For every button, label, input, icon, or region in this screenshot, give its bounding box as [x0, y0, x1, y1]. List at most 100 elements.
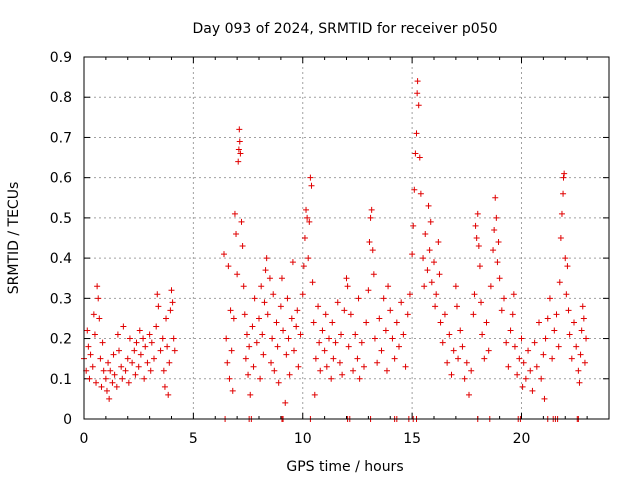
data-point [224, 359, 231, 366]
data-point [487, 283, 494, 290]
data-point [398, 299, 405, 306]
data-point [119, 375, 126, 382]
data-point [304, 214, 311, 221]
data-point [163, 315, 170, 322]
data-point [147, 367, 154, 374]
data-point [283, 351, 290, 358]
data-point [416, 154, 423, 161]
data-point [323, 363, 330, 370]
data-point [271, 367, 278, 374]
data-point [459, 343, 466, 350]
data-point [365, 287, 372, 294]
y-tick-label: 0.7 [50, 130, 72, 146]
data-point [520, 359, 527, 366]
data-point [154, 291, 161, 298]
data-point [309, 279, 316, 286]
data-point [510, 291, 517, 298]
data-point [109, 379, 116, 386]
data-point [297, 331, 304, 338]
data-point [257, 375, 264, 382]
data-point [382, 327, 389, 334]
data-point [140, 335, 147, 342]
data-point [124, 355, 131, 362]
data-point [371, 335, 378, 342]
data-point [493, 214, 500, 221]
data-point [132, 371, 139, 378]
data-point [492, 194, 499, 201]
data-point [106, 395, 113, 402]
data-point [322, 311, 329, 318]
data-point [435, 239, 442, 246]
data-point [511, 343, 518, 350]
data-point [356, 375, 363, 382]
data-point [374, 359, 381, 366]
data-point [317, 367, 324, 374]
data-point [444, 359, 451, 366]
data-point [425, 202, 432, 209]
data-point [560, 174, 567, 181]
data-point [404, 311, 411, 318]
data-point [311, 391, 318, 398]
data-point [168, 287, 175, 294]
data-point [166, 359, 173, 366]
data-point [306, 218, 313, 225]
data-point [91, 331, 98, 338]
data-point [239, 243, 246, 250]
y-tick-label: 0.4 [50, 251, 72, 267]
data-point [258, 283, 265, 290]
data-point [350, 367, 357, 374]
data-point [113, 383, 120, 390]
data-point [431, 259, 437, 266]
data-point [544, 315, 551, 322]
data-point [540, 351, 547, 358]
data-point [326, 335, 332, 342]
data-point [380, 295, 387, 302]
data-point [161, 383, 168, 390]
data-point [310, 319, 317, 326]
data-point [165, 391, 172, 398]
data-point [264, 311, 271, 318]
data-point [261, 299, 268, 306]
data-point [111, 371, 118, 378]
data-point [565, 307, 572, 314]
data-point [230, 315, 237, 322]
x-tick-label: 15 [403, 431, 421, 447]
data-point [581, 359, 588, 366]
data-point [277, 303, 284, 310]
data-point [170, 335, 177, 342]
data-point [294, 307, 301, 314]
data-point [436, 271, 443, 278]
data-point [555, 343, 562, 350]
data-point [169, 299, 176, 306]
data-point [142, 343, 149, 350]
data-point [361, 363, 367, 370]
data-point [242, 355, 249, 362]
data-point [125, 379, 132, 386]
data-point [262, 267, 269, 274]
data-point [385, 283, 392, 290]
data-point [551, 327, 558, 334]
data-point [505, 363, 512, 370]
data-point [396, 343, 402, 350]
data-point [260, 351, 267, 358]
data-point [525, 347, 532, 354]
y-tick-label: 0 [63, 412, 72, 428]
data-point [89, 363, 96, 370]
data-point [503, 339, 510, 346]
data-point [253, 339, 260, 346]
data-point [475, 243, 482, 250]
data-point [446, 331, 453, 338]
data-point [556, 279, 563, 286]
data-point [479, 331, 486, 338]
data-point [529, 387, 536, 394]
data-point [568, 355, 575, 362]
data-point [93, 379, 100, 386]
data-point [420, 255, 427, 262]
data-point [231, 210, 238, 217]
data-point [577, 351, 584, 358]
data-point [402, 363, 409, 370]
data-point [561, 170, 568, 177]
data-point [536, 319, 542, 326]
data-point [282, 399, 289, 406]
